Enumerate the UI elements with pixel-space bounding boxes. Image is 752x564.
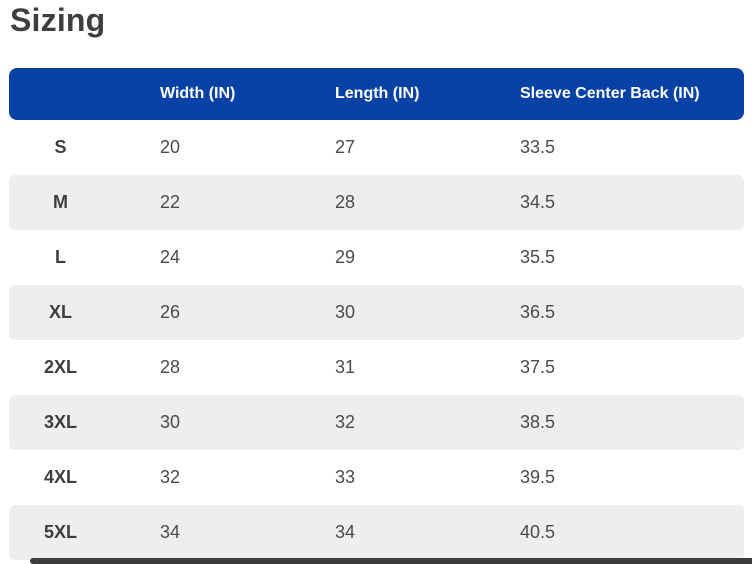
width-value: 22 (160, 192, 181, 212)
size-label: 2XL (43, 357, 77, 377)
table-row: L 24 29 35.5 (9, 230, 744, 285)
table-row: 3XL 30 32 38.5 (9, 395, 744, 450)
horizontal-scrollbar-thumb[interactable] (30, 558, 752, 564)
sleeve-value: 34.5 (520, 192, 556, 212)
width-value: 34 (160, 522, 181, 542)
size-label: S (54, 137, 67, 157)
sleeve-value: 38.5 (520, 412, 556, 432)
sleeve-value: 37.5 (520, 357, 556, 377)
table-header-row: Width (IN) Length (IN) Sleeve Center Bac… (9, 68, 744, 120)
sleeve-value: 36.5 (520, 302, 556, 322)
size-label: L (55, 247, 66, 267)
table-row: M 22 28 34.5 (9, 175, 744, 230)
table-row: 5XL 34 34 40.5 (9, 505, 744, 560)
table-row: 4XL 32 33 39.5 (9, 450, 744, 505)
header-sleeve-column: Sleeve Center Back (IN) (520, 85, 700, 102)
length-value: 29 (335, 247, 356, 267)
size-label: M (53, 192, 68, 212)
table-row: S 20 27 33.5 (9, 120, 744, 175)
length-value: 30 (335, 302, 356, 322)
table-row: XL 26 30 36.5 (9, 285, 744, 340)
length-value: 27 (335, 137, 356, 157)
header-length-column: Length (IN) (335, 85, 420, 102)
width-value: 32 (160, 467, 181, 487)
length-value: 34 (335, 522, 356, 542)
width-value: 28 (160, 357, 181, 377)
sleeve-value: 39.5 (520, 467, 556, 487)
sleeve-value: 33.5 (520, 137, 556, 157)
width-value: 26 (160, 302, 181, 322)
width-value: 20 (160, 137, 181, 157)
length-value: 32 (335, 412, 356, 432)
length-value: 33 (335, 467, 356, 487)
width-value: 30 (160, 412, 181, 432)
header-width-column: Width (IN) (160, 85, 236, 102)
length-value: 28 (335, 192, 356, 212)
table-body: S 20 27 33.5 M 22 28 34.5 L 24 29 35.5 X… (9, 120, 744, 560)
size-label: 4XL (43, 467, 77, 487)
table-row: 2XL 28 31 37.5 (9, 340, 744, 395)
sleeve-value: 35.5 (520, 247, 556, 267)
width-value: 24 (160, 247, 181, 267)
size-label: 3XL (43, 412, 77, 432)
sleeve-value: 40.5 (520, 522, 556, 542)
size-label: XL (48, 302, 72, 322)
length-value: 31 (335, 357, 356, 377)
size-label: 5XL (43, 522, 77, 542)
page-title: Sizing (10, 2, 106, 38)
sizing-table: Width (IN) Length (IN) Sleeve Center Bac… (9, 68, 744, 560)
